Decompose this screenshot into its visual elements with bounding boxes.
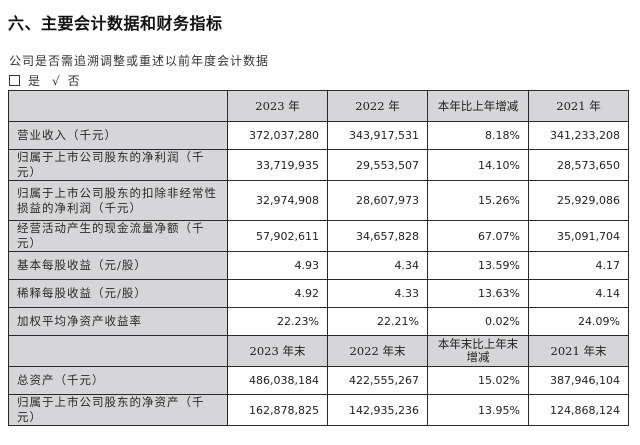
cell-2023: 4.92 xyxy=(227,279,328,308)
cell-change: 15.26% xyxy=(427,180,529,221)
header-row: 2023 年 2022 年 本年比上年增减 2021 年 xyxy=(8,90,629,122)
cell-change: 13.95% xyxy=(427,394,529,426)
header-row-year-end: 2023 年末 2022 年末 本年末比上年末增减 2021 年末 xyxy=(8,335,629,367)
header-2022: 2022 年 xyxy=(327,90,428,122)
row-label: 加权平均净资产收益率 xyxy=(8,307,228,336)
cell-2022: 422,555,267 xyxy=(327,366,428,395)
row-label: 基本每股收益（元/股） xyxy=(8,251,228,280)
cell-change: 0.02% xyxy=(427,307,529,336)
cell-2022: 343,917,531 xyxy=(327,121,428,150)
header-2022-end: 2022 年末 xyxy=(327,335,428,367)
cell-2022: 34,657,828 xyxy=(327,220,428,252)
table-row: 营业收入（千元） 372,037,280 343,917,531 8.18% 3… xyxy=(8,121,629,150)
cell-2022: 29,553,507 xyxy=(327,149,428,181)
header-blank xyxy=(8,335,228,367)
cell-2021: 341,233,208 xyxy=(528,121,629,150)
header-2023-end: 2023 年末 xyxy=(227,335,328,367)
cell-2021: 24.09% xyxy=(528,307,629,336)
section-title: 六、主要会计数据和财务指标 xyxy=(8,14,223,33)
header-blank xyxy=(8,90,228,122)
table-row: 基本每股收益（元/股） 4.93 4.34 13.59% 4.17 xyxy=(8,251,629,280)
header-change: 本年比上年增减 xyxy=(427,90,529,122)
header-2023: 2023 年 xyxy=(227,90,328,122)
cell-2023: 57,902,611 xyxy=(227,220,328,252)
table-row: 稀释每股收益（元/股） 4.92 4.33 13.63% 4.14 xyxy=(8,279,629,308)
cell-change: 8.18% xyxy=(427,121,529,150)
cell-2023: 486,038,184 xyxy=(227,366,328,395)
cell-change: 13.59% xyxy=(427,251,529,280)
cell-2021: 124,868,124 xyxy=(528,394,629,426)
row-label: 归属于上市公司股东的扣除非经常性损益的净利润（千元） xyxy=(8,180,228,221)
cell-2021: 25,929,086 xyxy=(528,180,629,221)
cell-2021: 4.14 xyxy=(528,279,629,308)
cell-2022: 22.21% xyxy=(327,307,428,336)
cell-2021: 35,091,704 xyxy=(528,220,629,252)
table-row: 归属于上市公司股东的净利润（千元） 33,719,935 29,553,507 … xyxy=(8,149,629,181)
row-label: 经营活动产生的现金流量净额（千元） xyxy=(8,220,228,252)
cell-2021: 28,573,650 xyxy=(528,149,629,181)
no-label: 否 xyxy=(67,74,80,88)
cell-2023: 372,037,280 xyxy=(227,121,328,150)
row-label: 总资产（千元） xyxy=(8,366,228,395)
financial-indicators-table: 2023 年 2022 年 本年比上年增减 2021 年 营业收入（千元） 37… xyxy=(8,90,629,426)
table-row: 归属于上市公司股东的扣除非经常性损益的净利润（千元） 32,974,908 28… xyxy=(8,180,629,221)
cell-change: 15.02% xyxy=(427,366,529,395)
cell-2022: 142,935,236 xyxy=(327,394,428,426)
cell-2023: 33,719,935 xyxy=(227,149,328,181)
check-mark-icon: √ xyxy=(52,73,60,88)
cell-2021: 387,946,104 xyxy=(528,366,629,395)
row-label: 稀释每股收益（元/股） xyxy=(8,279,228,308)
cell-2023: 4.93 xyxy=(227,251,328,280)
cell-change: 14.10% xyxy=(427,149,529,181)
yes-checkbox[interactable] xyxy=(9,75,20,86)
yes-label: 是 xyxy=(28,74,41,88)
restatement-options: 是 √ 否 xyxy=(9,72,80,89)
header-change-end: 本年末比上年末增减 xyxy=(427,335,529,367)
header-2021-end: 2021 年末 xyxy=(528,335,629,367)
cell-2021: 4.17 xyxy=(528,251,629,280)
cell-2023: 22.23% xyxy=(227,307,328,336)
restatement-question: 公司是否需追溯调整或重述以前年度会计数据 xyxy=(9,54,270,68)
header-2021: 2021 年 xyxy=(528,90,629,122)
cell-2023: 162,878,825 xyxy=(227,394,328,426)
table-row: 加权平均净资产收益率 22.23% 22.21% 0.02% 24.09% xyxy=(8,307,629,336)
table-row: 总资产（千元） 486,038,184 422,555,267 15.02% 3… xyxy=(8,366,629,395)
cell-change: 13.63% xyxy=(427,279,529,308)
row-label: 归属于上市公司股东的净资产（千元） xyxy=(8,394,228,426)
cell-2022: 4.33 xyxy=(327,279,428,308)
cell-2022: 28,607,973 xyxy=(327,180,428,221)
cell-2022: 4.34 xyxy=(327,251,428,280)
cell-change: 67.07% xyxy=(427,220,529,252)
cell-2023: 32,974,908 xyxy=(227,180,328,221)
table-row: 经营活动产生的现金流量净额（千元） 57,902,611 34,657,828 … xyxy=(8,220,629,252)
row-label: 营业收入（千元） xyxy=(8,121,228,150)
row-label: 归属于上市公司股东的净利润（千元） xyxy=(8,149,228,181)
table-row: 归属于上市公司股东的净资产（千元） 162,878,825 142,935,23… xyxy=(8,394,629,426)
